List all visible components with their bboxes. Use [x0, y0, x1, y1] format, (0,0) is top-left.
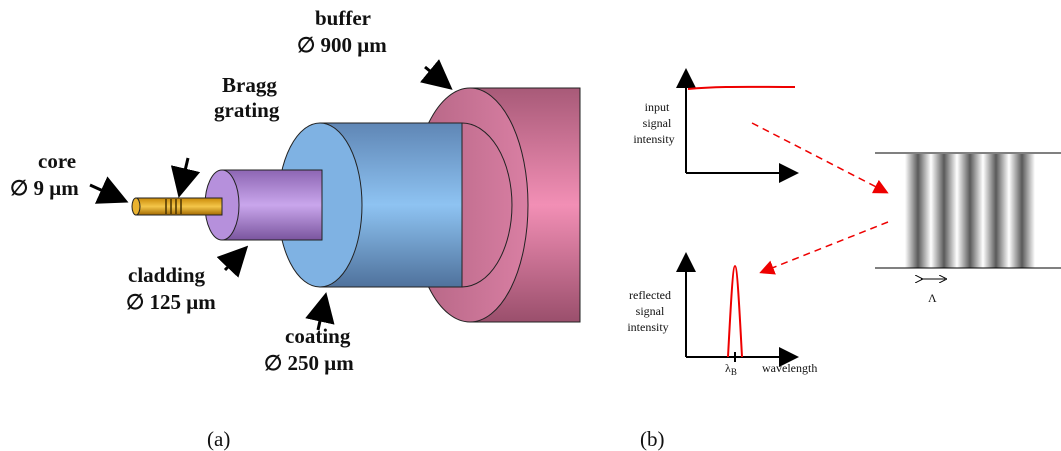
bragg-label: Bragg [222, 73, 277, 97]
cladding-diameter: ∅ 125 μm [126, 290, 216, 314]
grating [905, 154, 1035, 268]
buffer-diameter: ∅ 900 μm [297, 33, 387, 57]
axis-label: reflected [629, 288, 671, 302]
fiber [131, 87, 581, 323]
core-face [131, 197, 141, 216]
core-label: core [38, 149, 76, 173]
symbol: λ [725, 361, 731, 375]
axis-label: intensity [627, 320, 668, 334]
bragg-wavelength: λB [725, 361, 737, 377]
input-spectrum [687, 85, 796, 90]
subscript: B [731, 367, 737, 377]
panel-label: (b) [640, 427, 665, 451]
axis-label: intensity [633, 132, 674, 146]
axis-label: input [645, 100, 670, 114]
x-axis-label: wavelength [762, 361, 817, 375]
bragg-label: grating [214, 98, 280, 122]
core [135, 197, 223, 216]
axis-label: signal [636, 304, 665, 318]
pointers [89, 59, 453, 331]
reflected-spectrum [727, 264, 743, 358]
core-diameter: ∅ 9 μm [10, 176, 79, 200]
grating-marks [165, 199, 182, 214]
axis-label: signal [643, 116, 672, 130]
buffer-label: buffer [315, 6, 371, 30]
coating-diameter: ∅ 250 μm [264, 351, 354, 375]
cladding-label: cladding [128, 263, 206, 287]
coating-end [461, 122, 513, 288]
panel-label: (a) [207, 427, 230, 451]
coating-label: coating [285, 324, 351, 348]
period-label: Λ [928, 291, 937, 305]
axes [676, 68, 799, 367]
light-arrows [751, 122, 889, 275]
fiber-edges [875, 152, 1061, 269]
